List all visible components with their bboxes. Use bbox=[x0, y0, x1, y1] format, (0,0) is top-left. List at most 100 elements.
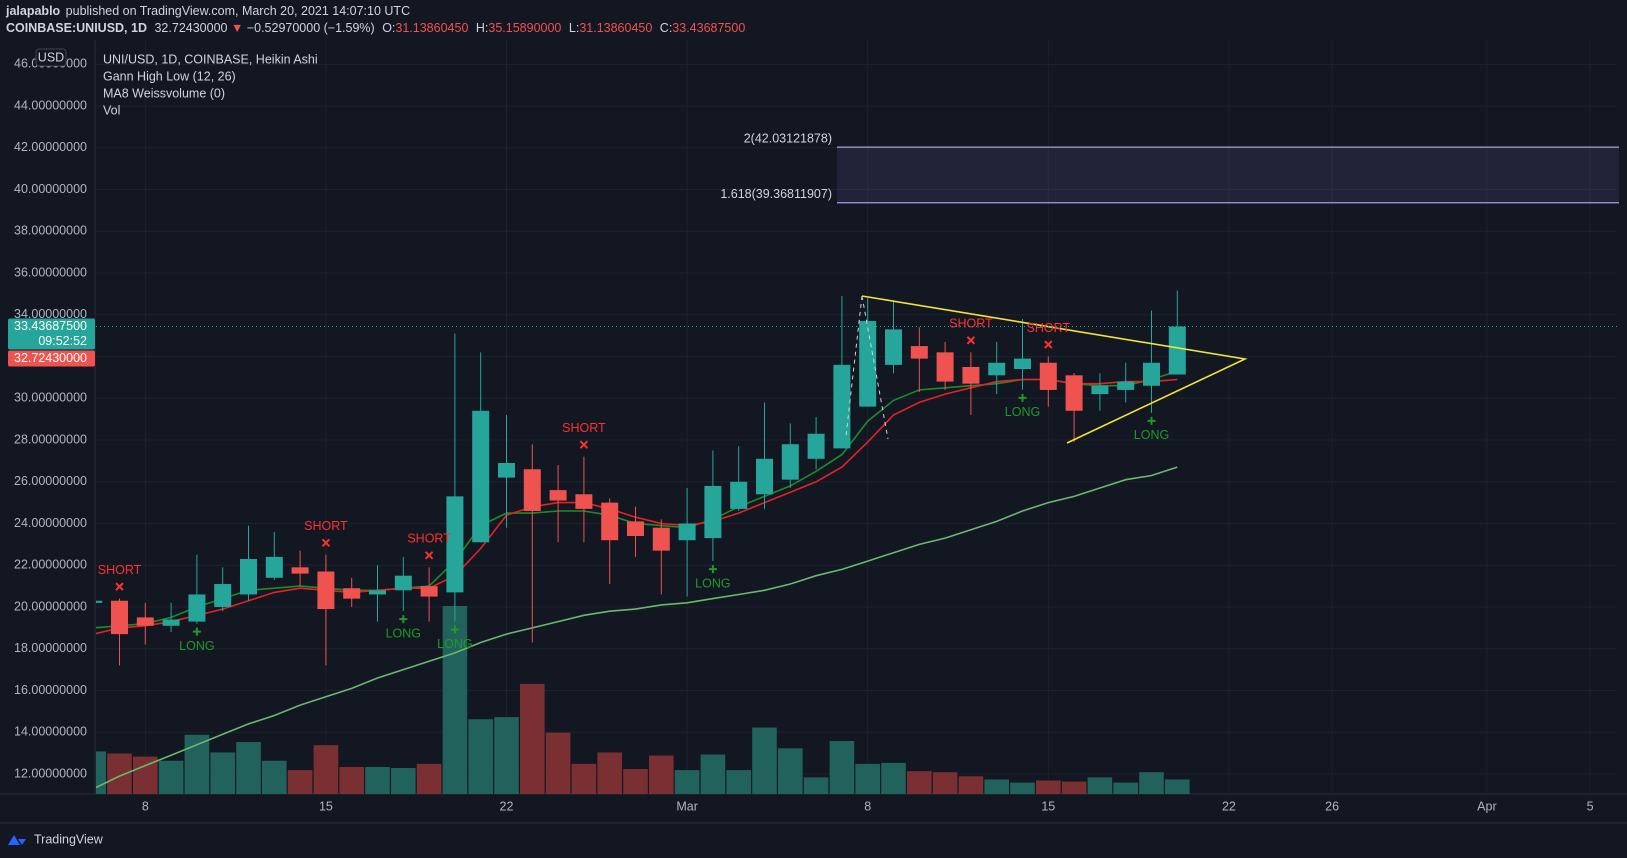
author: jalapablo bbox=[5, 4, 61, 18]
low-label: L: bbox=[569, 21, 579, 35]
short-marker bbox=[424, 551, 434, 560]
long-label: LONG bbox=[1134, 428, 1169, 442]
short-marker bbox=[966, 336, 976, 345]
x-tick-label: Mar bbox=[676, 799, 698, 813]
y-tick-label: 44.00000000 bbox=[14, 98, 87, 112]
close-label: C: bbox=[660, 21, 673, 35]
volume-bar bbox=[391, 768, 416, 794]
legend-item: MA8 Weissvolume (0) bbox=[103, 86, 225, 100]
volume-bar bbox=[700, 754, 726, 794]
volume-bar bbox=[1165, 779, 1190, 794]
volume-bar bbox=[855, 763, 880, 794]
candle-body bbox=[807, 433, 825, 459]
x-tick-label: 22 bbox=[1222, 799, 1236, 813]
candle-body bbox=[343, 588, 361, 599]
candle-body bbox=[962, 366, 980, 384]
open-value: 31.13860450 bbox=[395, 21, 468, 35]
x-tick-label: 8 bbox=[864, 799, 871, 813]
volume-bar bbox=[649, 755, 674, 794]
short-label: SHORT bbox=[407, 532, 451, 546]
candle-body bbox=[936, 352, 954, 382]
symbol: COINBASE:UNIUSD, 1D bbox=[6, 21, 147, 35]
y-tick-label: 40.00000000 bbox=[14, 182, 87, 196]
candle-body bbox=[136, 617, 154, 626]
volume-bar bbox=[881, 762, 906, 794]
y-tick-label: 30.00000000 bbox=[14, 391, 87, 405]
dashed-line bbox=[861, 295, 889, 440]
long-marker bbox=[450, 625, 459, 634]
countdown: 09:52:52 bbox=[38, 334, 87, 348]
candle-body bbox=[472, 410, 490, 543]
volume-bar bbox=[803, 777, 829, 794]
short-marker bbox=[1044, 340, 1053, 349]
close-value: 33.43687500 bbox=[672, 21, 745, 35]
volume-bar bbox=[494, 717, 519, 794]
short-marker bbox=[579, 440, 589, 449]
volume-bar bbox=[571, 763, 597, 794]
long-marker bbox=[1147, 416, 1156, 425]
candle-body bbox=[317, 571, 335, 610]
candle-body bbox=[885, 329, 902, 365]
short-label: SHORT bbox=[562, 421, 606, 435]
x-tick-label: 26 bbox=[1325, 799, 1339, 813]
volume-bar bbox=[1087, 777, 1113, 794]
candle-body bbox=[781, 444, 799, 480]
short-label: SHORT bbox=[1027, 321, 1071, 335]
long-label: LONG bbox=[1005, 405, 1040, 419]
drawings bbox=[845, 295, 1248, 444]
candle-body bbox=[96, 600, 103, 603]
y-tick-label: 26.00000000 bbox=[14, 474, 87, 488]
low-value: 31.13860450 bbox=[579, 21, 652, 35]
y-tick-label: 16.00000000 bbox=[14, 683, 87, 697]
candle-body bbox=[162, 619, 180, 626]
long-label: LONG bbox=[386, 626, 421, 640]
candle-body bbox=[291, 567, 309, 574]
volume-bar bbox=[726, 770, 751, 794]
volume-bar bbox=[468, 719, 493, 794]
candle-body bbox=[1091, 385, 1109, 395]
legend-item: Vol bbox=[103, 103, 120, 117]
candle-layer bbox=[96, 290, 1186, 666]
volume-bar bbox=[339, 766, 364, 794]
candle-body bbox=[678, 523, 696, 541]
fib-layer: 2(42.03121878) 1.618(39.36811907) bbox=[720, 131, 1619, 204]
y-tick-label: 24.00000000 bbox=[14, 516, 87, 530]
axis-layer: 12.00000000 14.00000000 16.00000000 18.0000… bbox=[8, 57, 1619, 813]
volume-bar bbox=[674, 770, 700, 794]
long-label: LONG bbox=[179, 639, 214, 653]
candle-body bbox=[730, 481, 748, 509]
volume-bar bbox=[313, 745, 339, 794]
short-label: SHORT bbox=[304, 519, 348, 533]
y-tick-label: 36.00000000 bbox=[14, 265, 87, 279]
candle-body bbox=[1143, 362, 1160, 386]
volume-bar bbox=[107, 753, 132, 794]
x-tick-label: 15 bbox=[1041, 799, 1055, 813]
volume-bar bbox=[1061, 781, 1087, 794]
volume-bar bbox=[597, 752, 622, 794]
candle-body bbox=[833, 364, 851, 449]
header-line-2: COINBASE:UNIUSD, 1D 32.72430000 ▼ −0.529… bbox=[6, 21, 745, 35]
currency: USD bbox=[38, 50, 64, 64]
volume-bar bbox=[416, 763, 442, 794]
volume-bar bbox=[184, 734, 210, 794]
fib-zone bbox=[837, 147, 1619, 203]
long-marker bbox=[192, 627, 201, 636]
candle-body bbox=[523, 469, 541, 511]
y-tick-label: 42.00000000 bbox=[14, 140, 87, 154]
candle-body bbox=[265, 556, 283, 578]
short-label: SHORT bbox=[98, 563, 142, 577]
volume-bar bbox=[752, 727, 777, 794]
x-tick-label: 5 bbox=[1587, 799, 1594, 813]
y-tick-label: 20.00000000 bbox=[14, 599, 87, 613]
volume-bar bbox=[1139, 772, 1164, 794]
last-price-label: 33.43687500 bbox=[14, 319, 87, 333]
currency-badge bbox=[35, 48, 67, 67]
volume-bar bbox=[778, 748, 803, 794]
published: published on TradingView.com, March 20, … bbox=[66, 4, 410, 18]
volume-bar bbox=[442, 606, 468, 794]
candle-body bbox=[859, 321, 877, 407]
volume-bar bbox=[958, 776, 984, 794]
triangle-trendline bbox=[861, 295, 1248, 444]
long-marker bbox=[1018, 393, 1027, 402]
